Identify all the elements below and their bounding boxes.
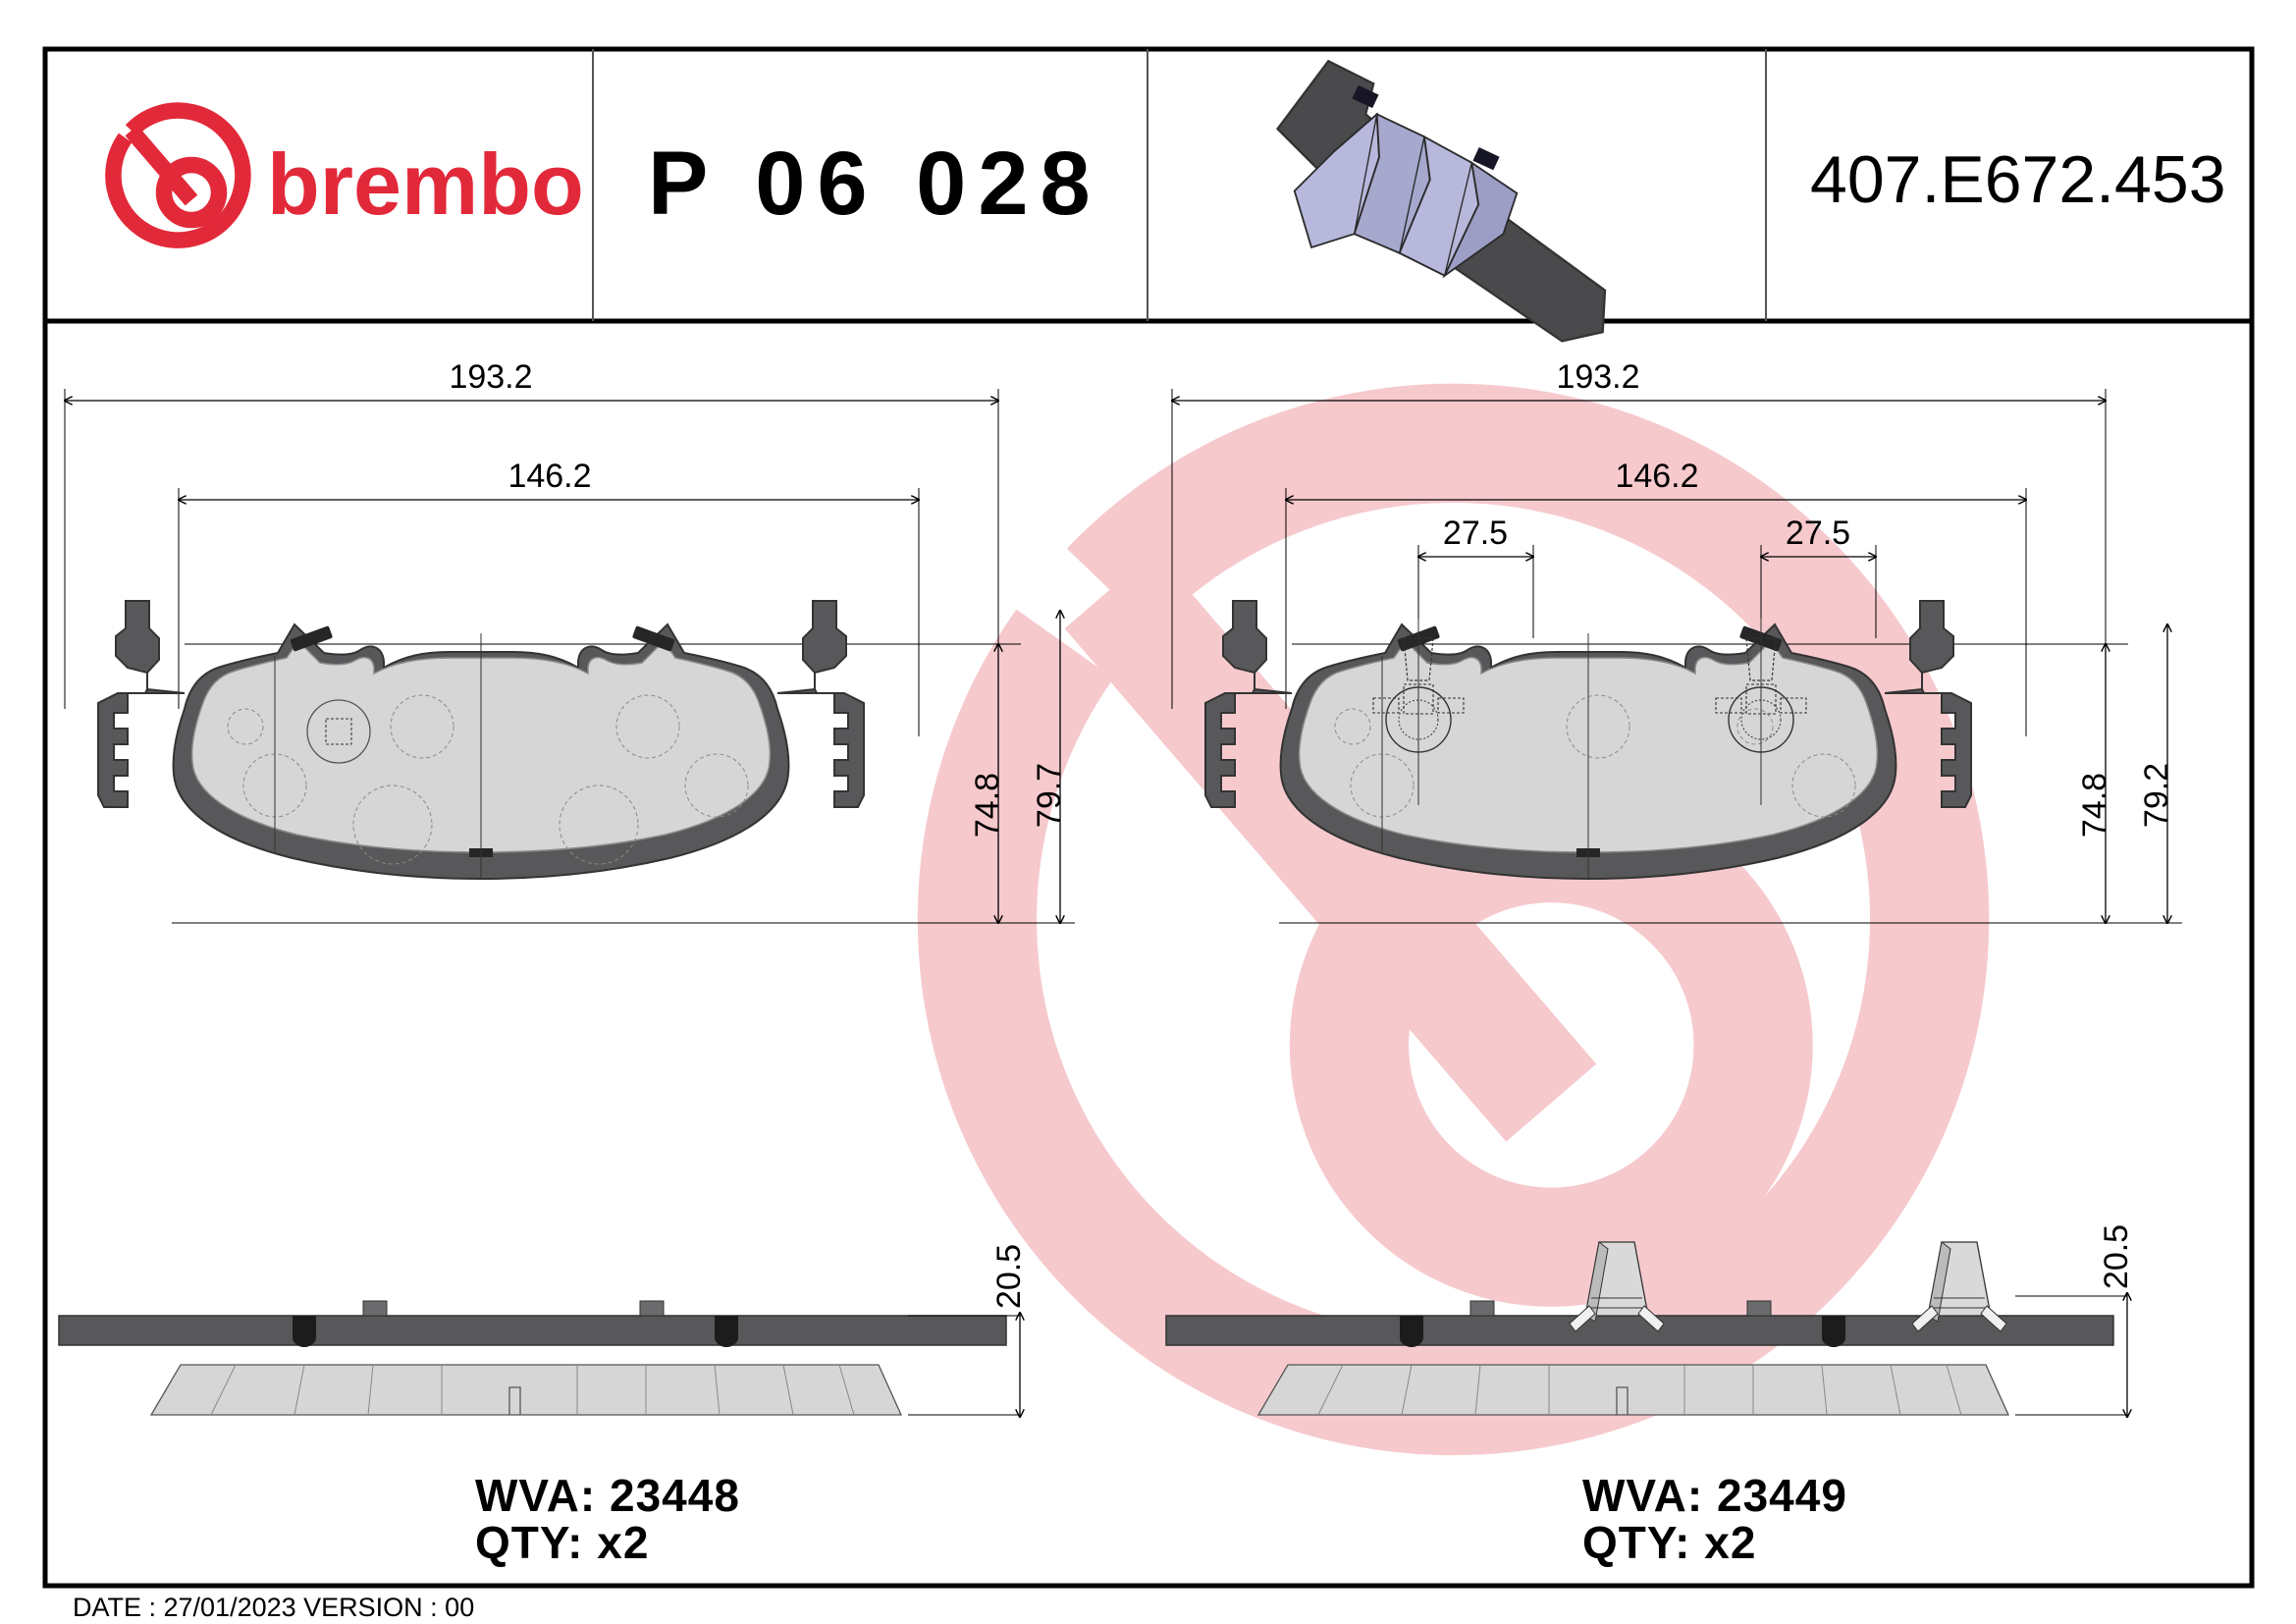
svg-text:193.2: 193.2 [449, 358, 532, 396]
svg-text:WVA: 23448: WVA: 23448 [475, 1470, 740, 1521]
svg-text:407.E672.453: 407.E672.453 [1810, 142, 2226, 217]
svg-text:79.2: 79.2 [2138, 763, 2175, 828]
svg-text:27.5: 27.5 [1443, 514, 1508, 552]
svg-text:WVA: 23449: WVA: 23449 [1582, 1470, 1847, 1521]
svg-text:DATE : 27/01/2023 VERSION : 00: DATE : 27/01/2023 VERSION : 00 [73, 1593, 474, 1622]
svg-text:brembo: brembo [267, 135, 584, 233]
svg-text:QTY: x2: QTY: x2 [1582, 1517, 1756, 1568]
svg-text:79.7: 79.7 [1031, 763, 1068, 828]
svg-text:74.8: 74.8 [969, 773, 1006, 838]
svg-text:146.2: 146.2 [1615, 458, 1698, 495]
svg-text:146.2: 146.2 [507, 458, 591, 495]
svg-text:P 06 028: P 06 028 [648, 134, 1102, 234]
svg-text:193.2: 193.2 [1556, 358, 1639, 396]
svg-text:20.5: 20.5 [2098, 1224, 2135, 1289]
svg-text:20.5: 20.5 [990, 1244, 1028, 1309]
svg-text:74.8: 74.8 [2076, 773, 2113, 838]
svg-text:QTY: x2: QTY: x2 [475, 1517, 649, 1568]
svg-text:27.5: 27.5 [1786, 514, 1850, 552]
